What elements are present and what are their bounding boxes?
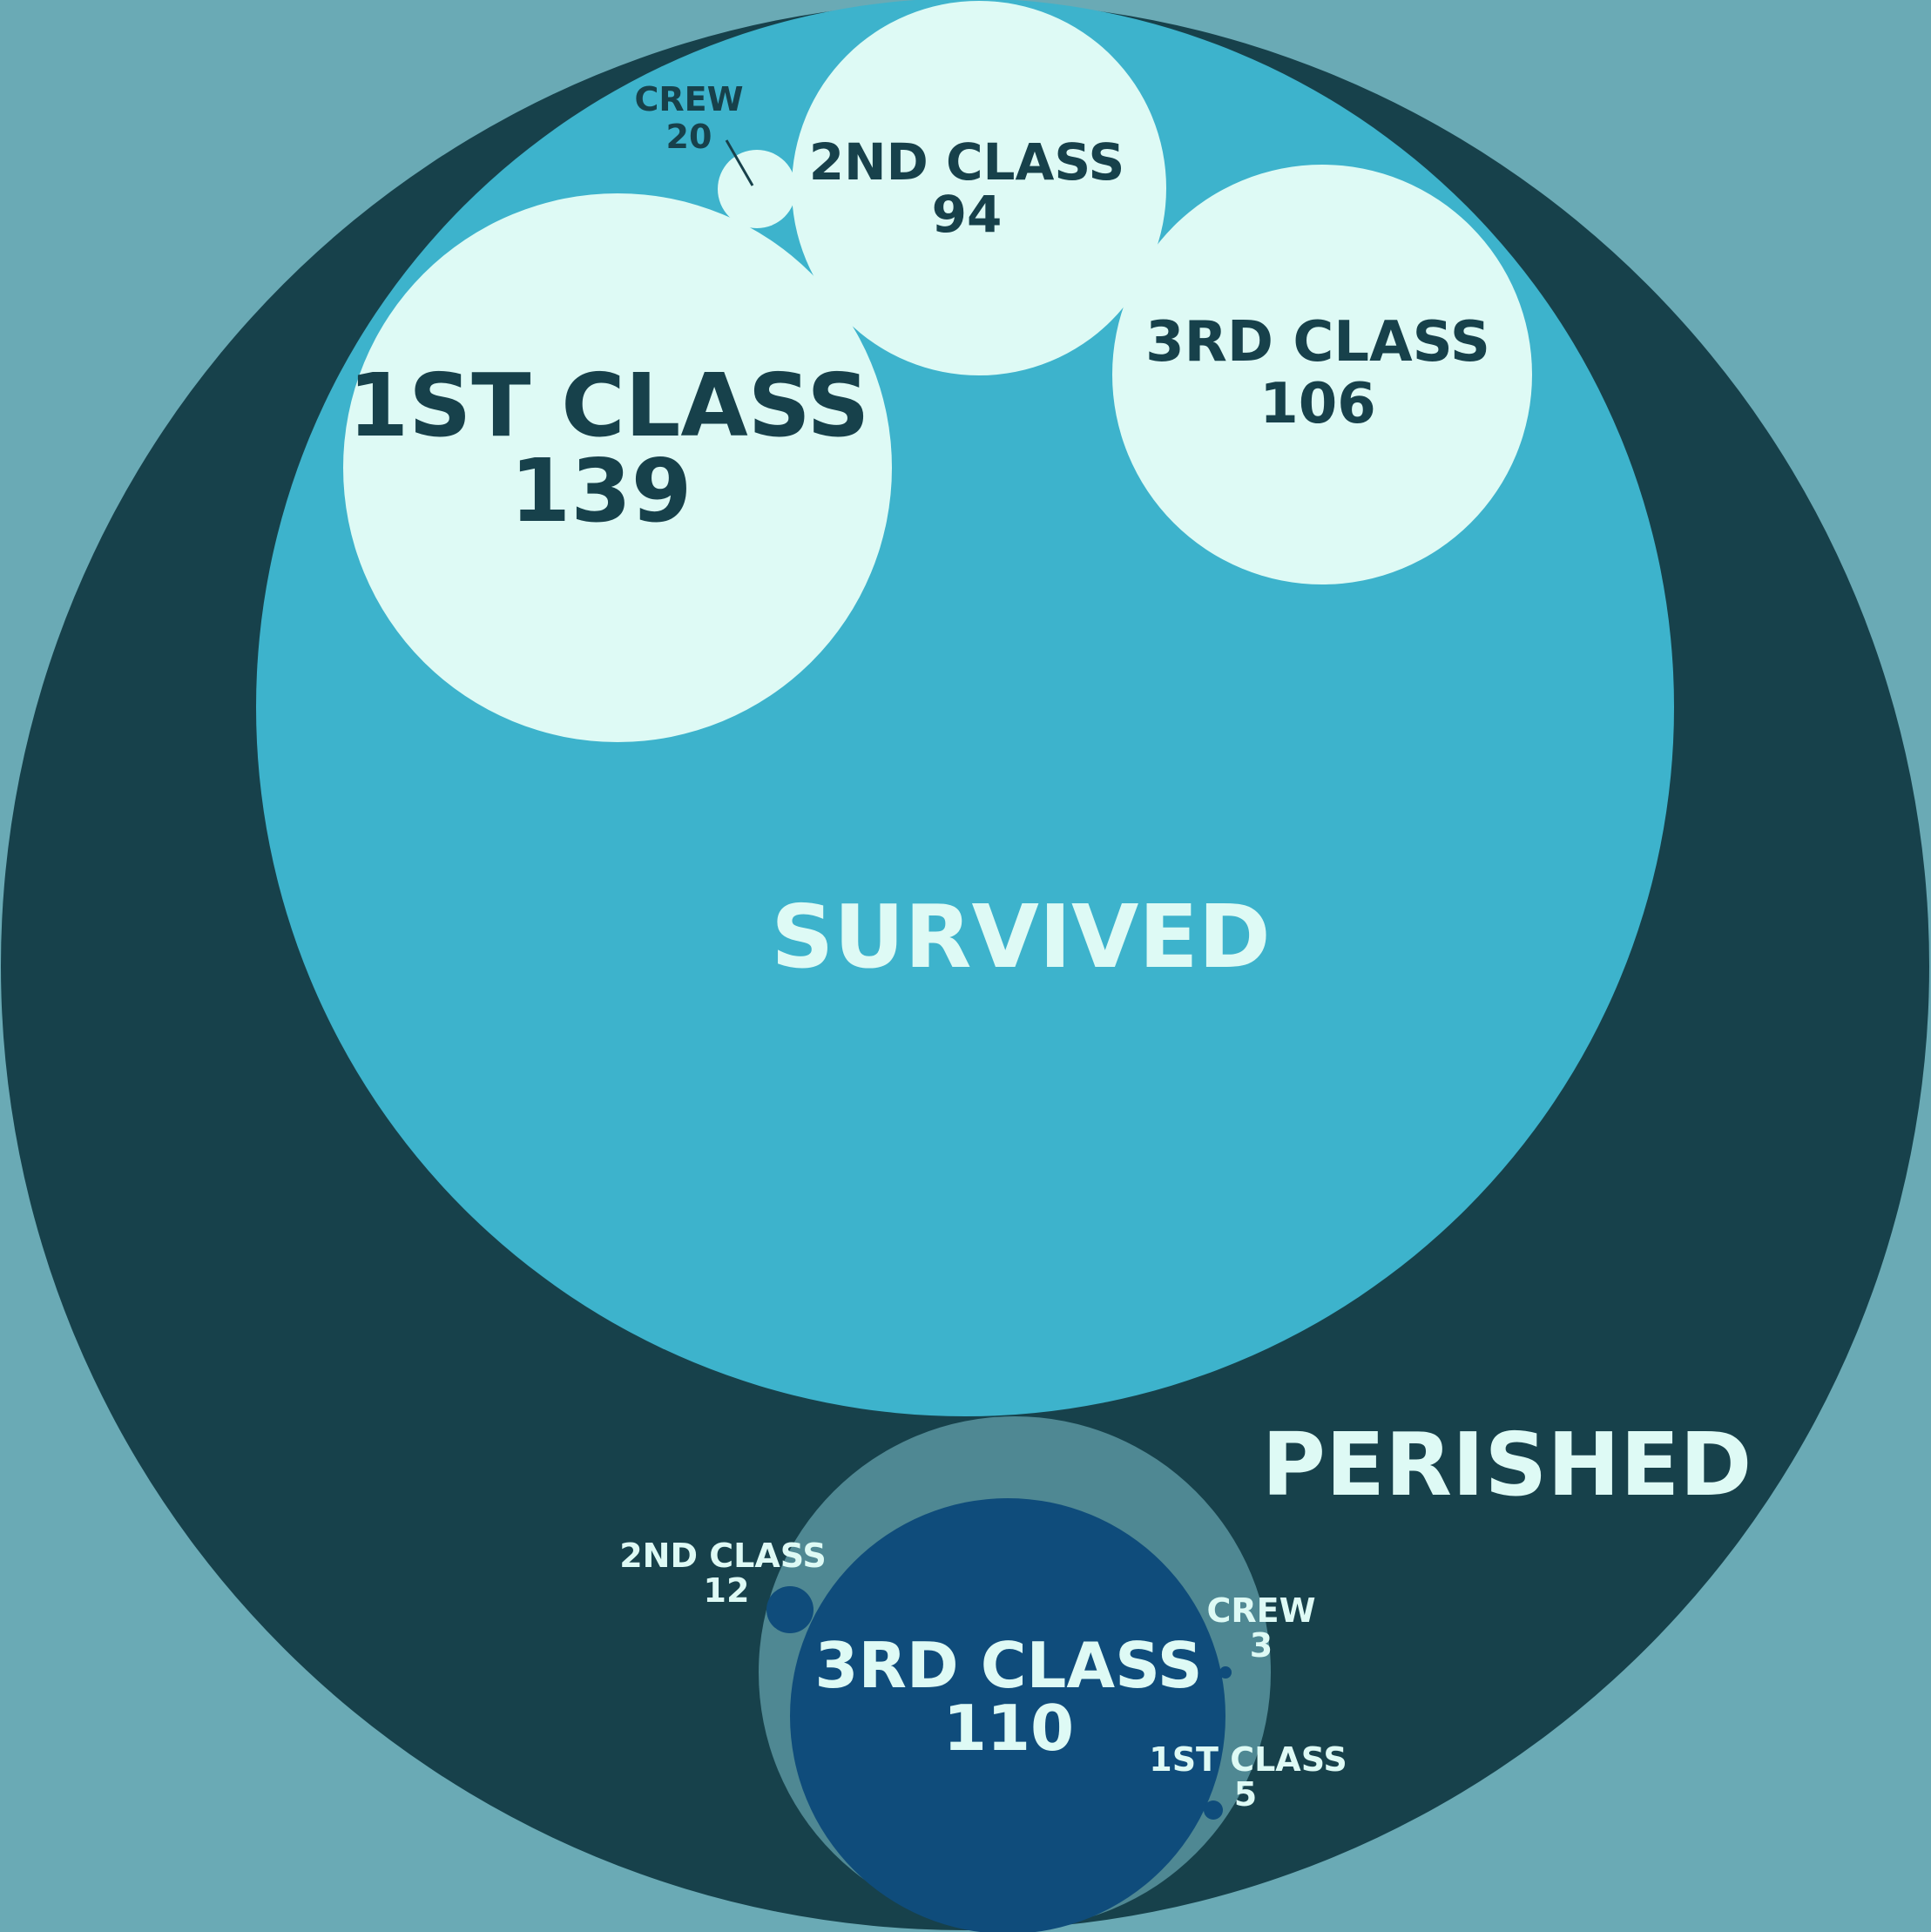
perished-crew-bubble [1219,1666,1232,1679]
survived-crew-leader-line [725,139,754,186]
perished-group-label: PERISHED [1262,1414,1752,1516]
perished-1st-class-name: 1ST CLASS [1149,1740,1347,1779]
perished-crew-name: CREW [1206,1591,1315,1630]
perished-crew-value: 3 [1250,1626,1273,1665]
survived-3rd-class-bubble [1112,165,1532,584]
survived-1st-class-bubble [343,193,892,742]
survived-crew-bubble [718,150,796,228]
survived-crew-value: 20 [666,118,712,156]
perished-2nd-class-value: 12 [704,1571,750,1610]
survived-1st-class-name: 1ST CLASS [348,355,870,456]
survived-3rd-class-value: 106 [1259,372,1376,436]
survived-crew-name: CREW [634,80,743,118]
survived-group-label: SURVIVED [771,886,1271,988]
perished-3rd-class-value: 110 [943,1692,1074,1765]
survived-2nd-class-bubble [792,1,1166,375]
perished-2nd-class-bubble [766,1586,814,1633]
survived-1st-class-value: 139 [510,440,692,542]
survived-3rd-class-name: 3RD CLASS [1145,310,1490,375]
perished-3rd-class-bubble [790,1498,1225,1932]
survived-2nd-class-name: 2ND CLASS [809,132,1125,192]
perished-2nd-class-name: 2ND CLASS [619,1537,827,1575]
survived-2nd-class-value: 94 [932,185,1003,244]
perished-3rd-class-name: 3RD CLASS [814,1629,1202,1702]
perished-1st-class-bubble [1204,1800,1223,1820]
perished-1st-class-value: 5 [1234,1775,1257,1814]
